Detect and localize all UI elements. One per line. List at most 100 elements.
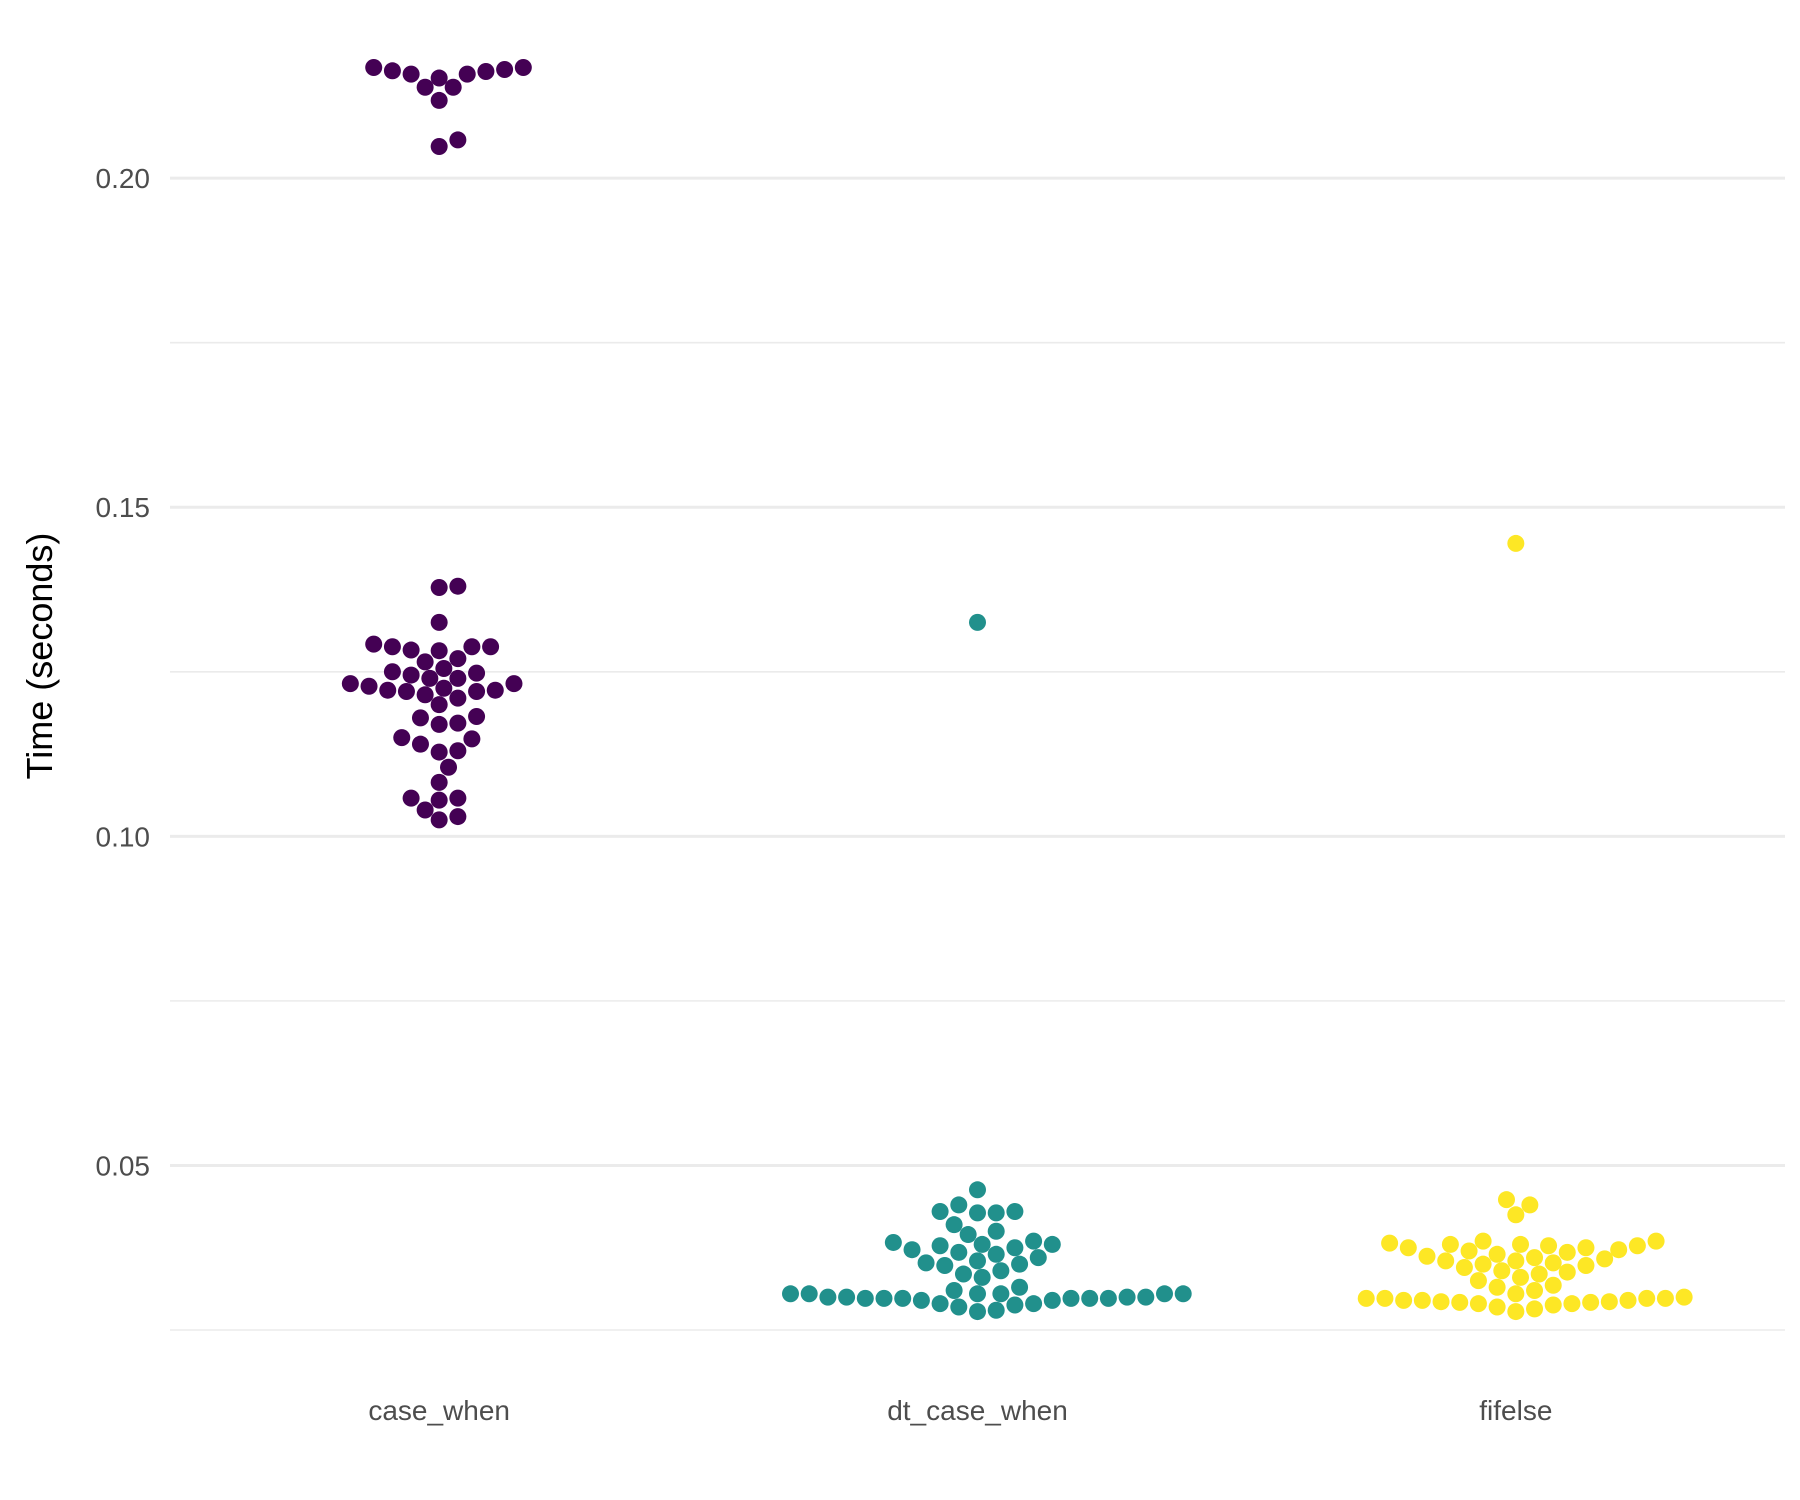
data-point-case-when <box>430 138 448 156</box>
data-point-fifelse <box>1376 1289 1394 1307</box>
data-point-case-when <box>477 62 495 80</box>
data-point-dt-case-when <box>856 1289 874 1307</box>
data-point-fifelse <box>1558 1243 1576 1261</box>
data-point-dt-case-when <box>973 1235 991 1253</box>
data-point-case-when <box>383 638 401 656</box>
data-point-fifelse <box>1399 1239 1417 1257</box>
data-point-case-when <box>430 91 448 109</box>
data-point-fifelse <box>1512 1235 1530 1253</box>
data-point-case-when <box>449 650 467 668</box>
data-point-dt-case-when <box>875 1289 893 1307</box>
x-tick-label: dt_case_when <box>887 1395 1068 1426</box>
data-point-case-when <box>468 683 486 701</box>
data-point-fifelse <box>1395 1291 1413 1309</box>
data-point-fifelse <box>1488 1298 1506 1316</box>
data-point-case-when <box>430 579 448 597</box>
data-point-fifelse <box>1558 1263 1576 1281</box>
data-point-fifelse <box>1474 1232 1492 1250</box>
data-point-case-when <box>482 638 500 656</box>
data-point-case-when <box>430 69 448 87</box>
data-point-fifelse <box>1656 1289 1674 1307</box>
data-point-dt-case-when <box>969 1303 986 1321</box>
data-point-fifelse <box>1596 1250 1614 1268</box>
data-point-case-when <box>402 789 420 807</box>
data-point-case-when <box>402 641 420 659</box>
data-point-case-when <box>435 659 453 677</box>
data-point-case-when <box>416 801 434 819</box>
data-point-fifelse <box>1544 1254 1562 1272</box>
y-tick-label: 0.20 <box>96 163 151 194</box>
data-point-fifelse <box>1441 1235 1459 1253</box>
data-point-case-when <box>444 78 462 96</box>
y-tick-label: 0.05 <box>96 1150 151 1181</box>
data-point-fifelse <box>1577 1239 1595 1257</box>
data-point-dt-case-when <box>931 1237 949 1255</box>
data-point-dt-case-when <box>950 1196 968 1214</box>
data-point-case-when <box>435 679 453 697</box>
data-point-fifelse <box>1638 1289 1656 1307</box>
data-point-fifelse <box>1437 1252 1455 1270</box>
data-point-fifelse <box>1418 1247 1436 1265</box>
data-point-case-when <box>379 681 397 699</box>
data-point-dt-case-when <box>1081 1289 1099 1307</box>
data-point-dt-case-when <box>992 1262 1010 1280</box>
data-point-case-when <box>341 675 359 693</box>
data-point-case-when <box>360 677 378 695</box>
data-point-fifelse <box>1413 1291 1431 1309</box>
data-point-dt-case-when <box>1099 1289 1117 1307</box>
data-point-fifelse <box>1526 1300 1544 1318</box>
data-point-dt-case-when <box>819 1288 837 1306</box>
data-point-dt-case-when <box>1118 1288 1136 1306</box>
data-point-dt-case-when <box>969 1252 986 1270</box>
data-point-case-when <box>430 773 448 791</box>
data-point-fifelse <box>1647 1232 1665 1250</box>
grid-lines <box>170 176 1785 1331</box>
data-point-dt-case-when <box>969 1285 986 1303</box>
data-point-fifelse <box>1493 1262 1511 1280</box>
data-point-dt-case-when <box>1006 1239 1024 1257</box>
data-point-fifelse <box>1600 1293 1618 1311</box>
data-point-case-when <box>449 689 467 707</box>
data-point-case-when <box>449 714 467 732</box>
data-point-dt-case-when <box>931 1203 949 1221</box>
data-point-fifelse <box>1507 1303 1525 1321</box>
data-point-fifelse <box>1451 1293 1469 1311</box>
data-point-dt-case-when <box>987 1204 1005 1222</box>
data-point-fifelse <box>1526 1282 1544 1300</box>
data-point-case-when <box>430 715 448 733</box>
x-tick-label: fifelse <box>1479 1395 1552 1426</box>
data-point-case-when <box>402 65 420 83</box>
data-point-dt-case-when <box>992 1285 1010 1303</box>
data-point-fifelse <box>1675 1288 1693 1306</box>
data-point-dt-case-when <box>1043 1291 1061 1309</box>
data-point-fifelse <box>1469 1272 1487 1290</box>
data-point-case-when <box>383 663 401 681</box>
data-point-dt-case-when <box>838 1288 856 1306</box>
data-point-dt-case-when <box>969 613 986 631</box>
data-point-dt-case-when <box>782 1285 799 1303</box>
data-point-dt-case-when <box>1006 1296 1024 1314</box>
data-point-case-when <box>449 808 467 826</box>
data-point-dt-case-when <box>969 1204 986 1222</box>
data-point-dt-case-when <box>917 1254 935 1272</box>
data-point-case-when <box>449 789 467 807</box>
data-point-fifelse <box>1512 1268 1530 1286</box>
data-point-dt-case-when <box>1029 1249 1047 1267</box>
data-point-dt-case-when <box>1062 1289 1080 1307</box>
data-point-fifelse <box>1544 1296 1562 1314</box>
data-point-case-when <box>449 131 467 149</box>
data-point-fifelse <box>1381 1234 1399 1252</box>
data-point-case-when <box>416 78 434 96</box>
data-point-fifelse <box>1488 1278 1506 1296</box>
data-point-dt-case-when <box>903 1241 921 1259</box>
data-point-dt-case-when <box>1043 1235 1061 1253</box>
data-point-dt-case-when <box>1011 1278 1029 1296</box>
data-point-case-when <box>486 681 504 699</box>
data-point-case-when <box>365 59 383 77</box>
data-point-fifelse <box>1507 1285 1525 1303</box>
data-point-case-when <box>463 638 481 656</box>
data-point-dt-case-when <box>931 1295 949 1313</box>
data-point-case-when <box>514 59 532 77</box>
data-point-case-when <box>449 577 467 595</box>
